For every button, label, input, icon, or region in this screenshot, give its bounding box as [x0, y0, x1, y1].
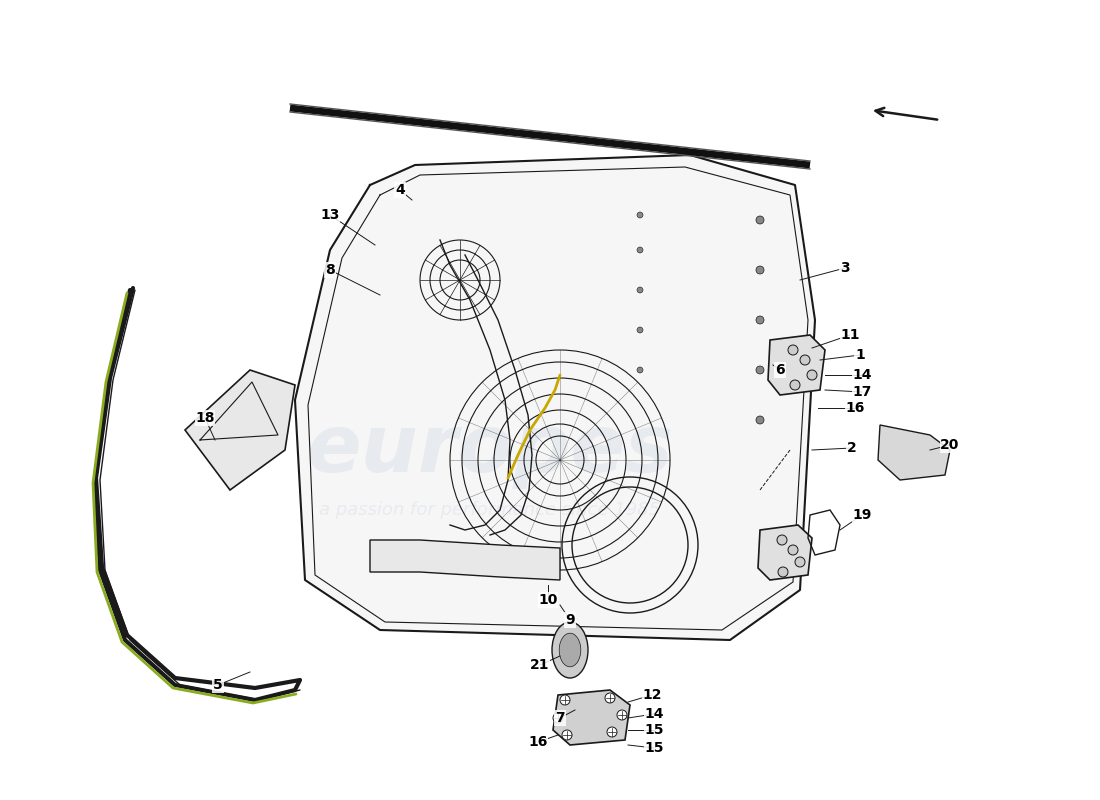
- Circle shape: [788, 545, 798, 555]
- Text: 16: 16: [845, 401, 865, 415]
- Text: 8: 8: [326, 263, 334, 277]
- Circle shape: [637, 287, 644, 293]
- Text: 10: 10: [538, 593, 558, 607]
- Polygon shape: [758, 525, 812, 580]
- Circle shape: [756, 416, 764, 424]
- Circle shape: [788, 345, 798, 355]
- Text: 13: 13: [320, 208, 340, 222]
- Circle shape: [777, 535, 786, 545]
- Circle shape: [807, 370, 817, 380]
- Circle shape: [637, 367, 644, 373]
- Circle shape: [637, 212, 644, 218]
- Text: 7: 7: [556, 711, 564, 725]
- Circle shape: [562, 730, 572, 740]
- Circle shape: [778, 567, 788, 577]
- Circle shape: [756, 216, 764, 224]
- Text: 9: 9: [565, 613, 575, 627]
- Text: 20: 20: [940, 438, 959, 452]
- Text: 4: 4: [395, 183, 405, 197]
- Circle shape: [637, 247, 644, 253]
- Text: 21: 21: [530, 658, 550, 672]
- Text: 19: 19: [852, 508, 871, 522]
- Polygon shape: [768, 335, 825, 395]
- Ellipse shape: [552, 622, 589, 678]
- Text: 3: 3: [840, 261, 850, 275]
- Text: 11: 11: [840, 328, 860, 342]
- Text: 15: 15: [645, 741, 663, 755]
- Text: a passion for performance since 1985: a passion for performance since 1985: [319, 501, 661, 519]
- Circle shape: [756, 266, 764, 274]
- Circle shape: [553, 713, 563, 723]
- Text: 1: 1: [855, 348, 865, 362]
- Polygon shape: [185, 370, 295, 490]
- Circle shape: [607, 727, 617, 737]
- Text: 12: 12: [642, 688, 662, 702]
- Ellipse shape: [559, 634, 581, 667]
- Text: 5: 5: [213, 678, 223, 692]
- Circle shape: [790, 380, 800, 390]
- Circle shape: [756, 366, 764, 374]
- Text: 2: 2: [847, 441, 857, 455]
- Polygon shape: [878, 425, 950, 480]
- Text: europes: europes: [307, 411, 673, 489]
- Circle shape: [617, 710, 627, 720]
- Text: 15: 15: [645, 723, 663, 737]
- Circle shape: [795, 557, 805, 567]
- Circle shape: [560, 695, 570, 705]
- Circle shape: [756, 316, 764, 324]
- Text: 17: 17: [852, 385, 871, 399]
- Text: 16: 16: [528, 735, 548, 749]
- Polygon shape: [370, 540, 560, 580]
- Text: 14: 14: [852, 368, 871, 382]
- Polygon shape: [553, 690, 630, 745]
- Circle shape: [605, 693, 615, 703]
- Circle shape: [637, 327, 644, 333]
- Circle shape: [800, 355, 810, 365]
- Text: 18: 18: [196, 411, 214, 425]
- Polygon shape: [295, 155, 815, 640]
- Text: 6: 6: [776, 363, 784, 377]
- Text: 14: 14: [645, 707, 663, 721]
